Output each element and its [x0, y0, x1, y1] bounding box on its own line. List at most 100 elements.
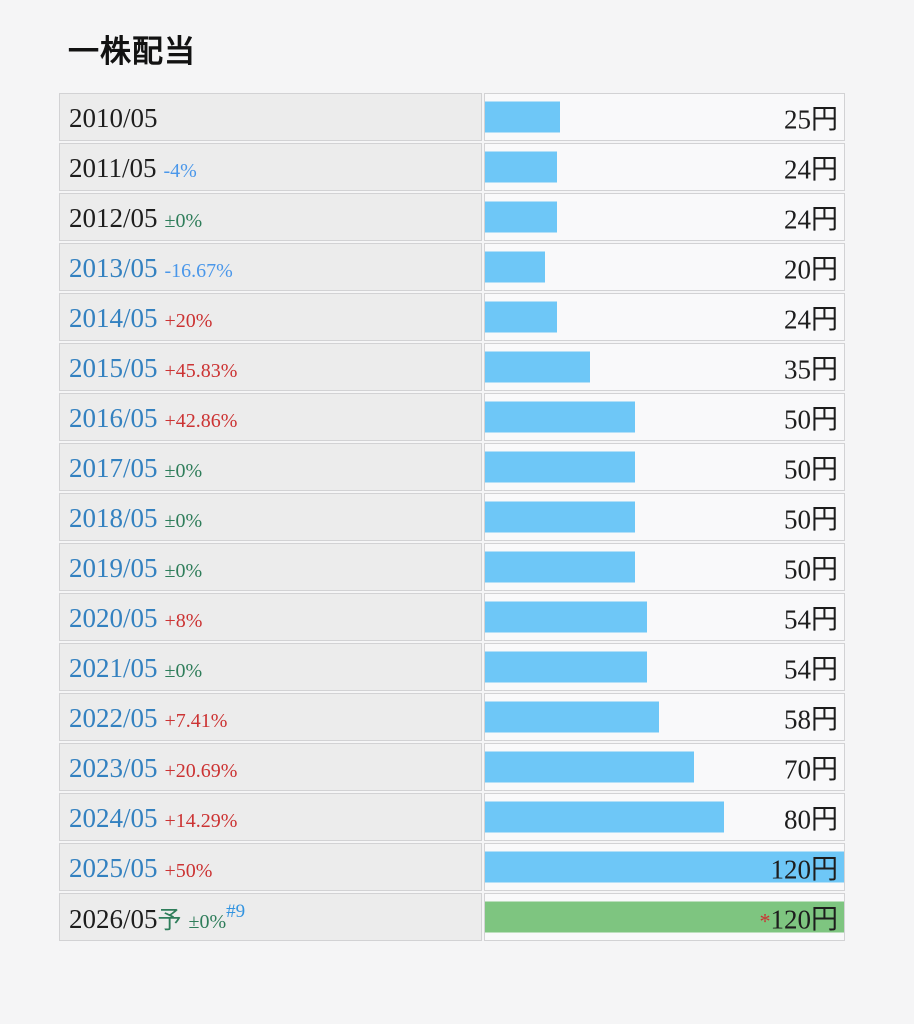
bar-cell: 50円: [484, 443, 845, 491]
year-label: 2026/05: [69, 903, 158, 934]
table-row: 2011/05 -4% 24円: [59, 143, 845, 191]
year-label[interactable]: 2013/05: [69, 253, 158, 283]
bar-cell: 24円: [484, 193, 845, 241]
year-cell: 2020/05 +8%: [59, 593, 482, 641]
dividend-bar: [485, 401, 635, 433]
value-label: 24円: [784, 298, 838, 337]
bar-cell: 50円: [484, 393, 845, 441]
year-label[interactable]: 2021/05: [69, 653, 158, 683]
year-label: 2010/05: [69, 103, 158, 133]
dividend-bar: [485, 551, 635, 583]
value-label: 25円: [784, 98, 838, 137]
pct-change-label: ±0%: [188, 910, 227, 933]
year-label[interactable]: 2023/05: [69, 753, 158, 783]
year-label[interactable]: 2018/05: [69, 503, 158, 533]
value-label: 35円: [784, 348, 838, 387]
value-text: 70円: [784, 754, 838, 785]
year-label[interactable]: 2020/05: [69, 603, 158, 633]
dividend-per-share-table: 2010/05 25円 2011/05 -4% 24円 2012/05 ±0% 24…: [57, 91, 847, 943]
bar-cell: 54円: [484, 643, 845, 691]
value-text: 54円: [784, 604, 838, 635]
year-cell: 2014/05 +20%: [59, 293, 482, 341]
pct-change-label: +50%: [164, 860, 213, 882]
year-label[interactable]: 2022/05: [69, 703, 158, 733]
year-label[interactable]: 2025/05: [69, 853, 158, 883]
dividend-bar: [485, 101, 560, 133]
value-text: 24円: [784, 304, 838, 335]
table-row: 2016/05 +42.86% 50円: [59, 393, 845, 441]
dividend-bar: [485, 901, 844, 933]
table-row: 2019/05 ±0% 50円: [59, 543, 845, 591]
year-cell: 2011/05 -4%: [59, 143, 482, 191]
pct-change-label: +42.86%: [164, 410, 238, 432]
value-label: 58円: [784, 698, 838, 737]
value-label: 50円: [784, 548, 838, 587]
footnote-ref-link[interactable]: #9: [226, 900, 246, 922]
bar-cell: 50円: [484, 543, 845, 591]
bar-cell: 50円: [484, 493, 845, 541]
year-label[interactable]: 2014/05: [69, 303, 158, 333]
year-cell: 2023/05 +20.69%: [59, 743, 482, 791]
year-cell: 2013/05 -16.67%: [59, 243, 482, 291]
value-label: 50円: [784, 398, 838, 437]
table-row: 2024/05 +14.29% 80円: [59, 793, 845, 841]
bar-cell: 25円: [484, 93, 845, 141]
pct-change-label: ±0%: [164, 210, 203, 232]
table-row: 2018/05 ±0% 50円: [59, 493, 845, 541]
table-row: 2014/05 +20% 24円: [59, 293, 845, 341]
value-text: 58円: [784, 704, 838, 735]
year-label[interactable]: 2016/05: [69, 403, 158, 433]
year-label[interactable]: 2019/05: [69, 553, 158, 583]
value-text: 120円: [770, 854, 839, 885]
value-label: 24円: [784, 148, 838, 187]
value-label: 70円: [784, 748, 838, 787]
dividend-bar: [485, 751, 695, 783]
value-text: 25円: [784, 104, 838, 135]
bar-cell: 35円: [484, 343, 845, 391]
value-text: 50円: [784, 504, 838, 535]
year-cell: 2017/05 ±0%: [59, 443, 482, 491]
year-label[interactable]: 2024/05: [69, 803, 158, 833]
year-cell: 2026/05予 ±0%#9: [59, 893, 482, 941]
year-cell: 2019/05 ±0%: [59, 543, 482, 591]
value-text: 24円: [784, 204, 838, 235]
bar-cell: 54円: [484, 593, 845, 641]
pct-change-label: +45.83%: [164, 360, 238, 382]
year-label[interactable]: 2017/05: [69, 453, 158, 483]
bar-cell: 24円: [484, 143, 845, 191]
value-text: 20円: [784, 254, 838, 285]
dividend-bar: [485, 201, 557, 233]
pct-change-label: +20.69%: [164, 760, 238, 782]
value-label: 120円: [771, 848, 839, 887]
year-cell: 2015/05 +45.83%: [59, 343, 482, 391]
year-cell: 2024/05 +14.29%: [59, 793, 482, 841]
value-label: 80円: [784, 798, 838, 837]
year-cell: 2025/05 +50%: [59, 843, 482, 891]
dividend-table-body: 2010/05 25円 2011/05 -4% 24円 2012/05 ±0% 24…: [59, 93, 845, 941]
value-label: 50円: [784, 448, 838, 487]
value-text: 50円: [784, 454, 838, 485]
dividend-bar: [485, 151, 557, 183]
year-cell: 2021/05 ±0%: [59, 643, 482, 691]
table-row: 2012/05 ±0% 24円: [59, 193, 845, 241]
dividend-bar: [485, 451, 635, 483]
bar-cell: 120円: [484, 843, 845, 891]
value-label: 54円: [784, 598, 838, 637]
table-row: 2021/05 ±0% 54円: [59, 643, 845, 691]
dividend-bar: [485, 351, 590, 383]
table-row: 2015/05 +45.83% 35円: [59, 343, 845, 391]
bar-cell: 70円: [484, 743, 845, 791]
bar-cell: 24円: [484, 293, 845, 341]
pct-change-label: ±0%: [164, 460, 203, 482]
dividend-bar: [485, 501, 635, 533]
table-row: 2013/05 -16.67% 20円: [59, 243, 845, 291]
forecast-asterisk: *: [759, 908, 771, 934]
value-text: 80円: [784, 804, 838, 835]
dividend-bar: [485, 601, 647, 633]
year-label[interactable]: 2015/05: [69, 353, 158, 383]
table-row: 2025/05 +50% 120円: [59, 843, 845, 891]
pct-change-label: ±0%: [164, 660, 203, 682]
pct-change-label: +20%: [164, 310, 213, 332]
pct-change-label: +7.41%: [164, 710, 228, 732]
dividend-bar: [485, 851, 844, 883]
